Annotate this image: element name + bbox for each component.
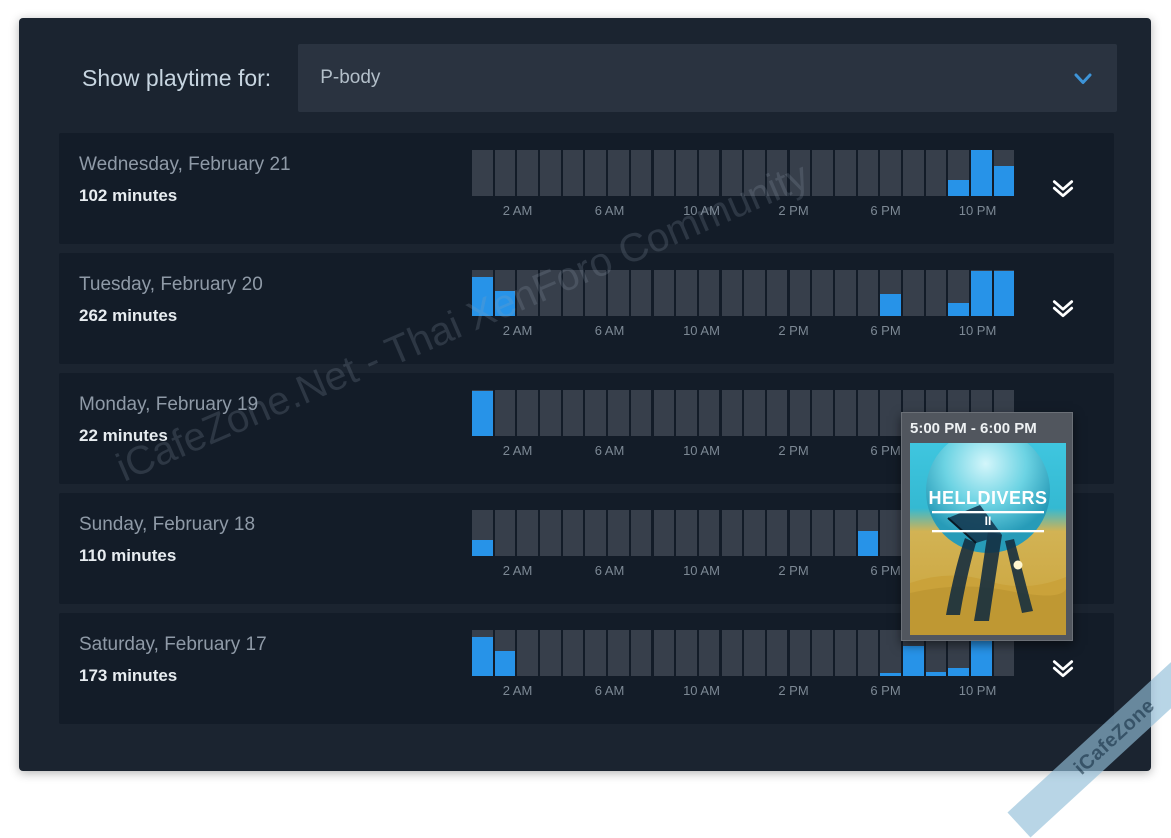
svg-text:II: II <box>985 514 992 528</box>
svg-text:HELLDIVERS: HELLDIVERS <box>928 488 1047 508</box>
